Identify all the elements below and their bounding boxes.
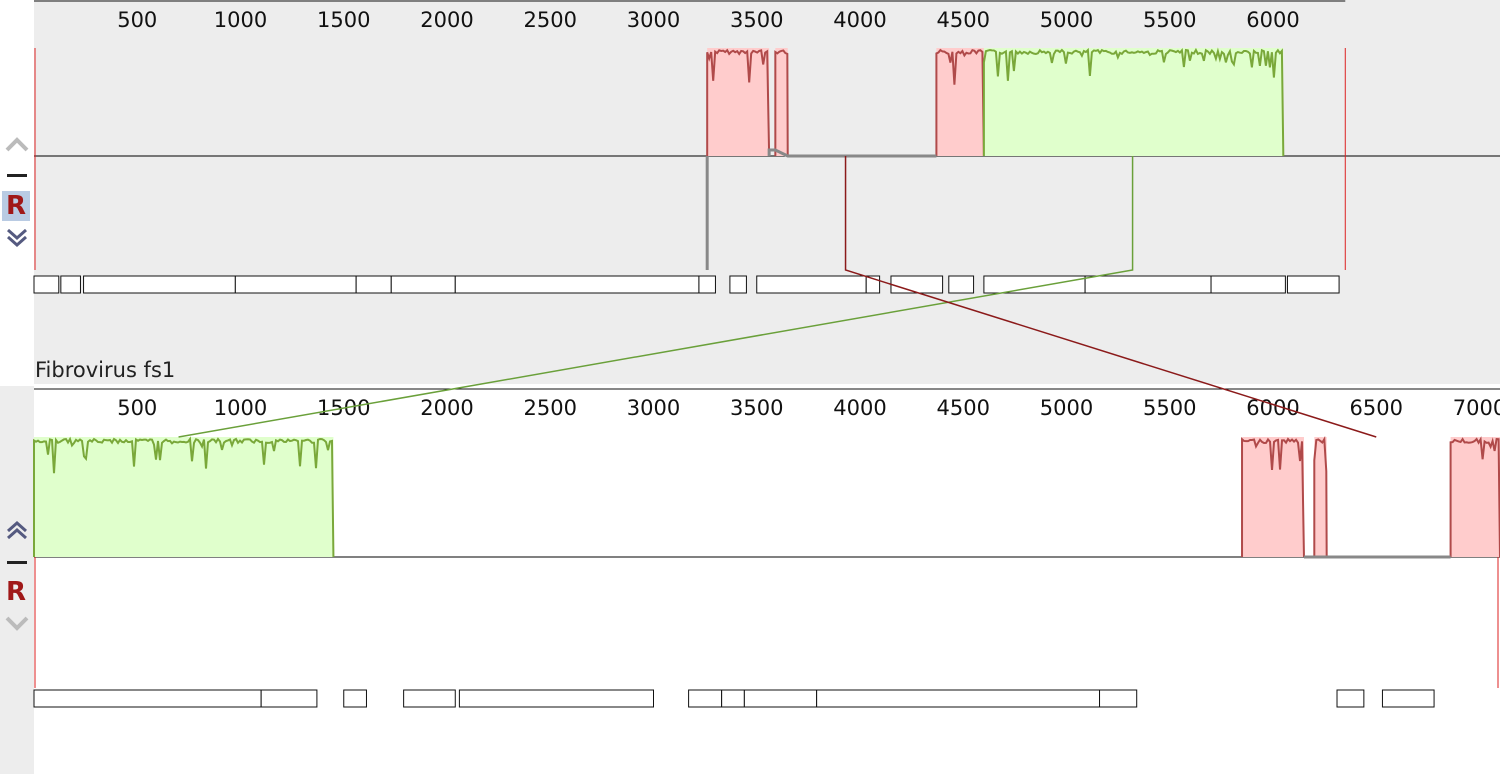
similarity-profile <box>1241 436 1305 558</box>
similarity-profile <box>982 47 1285 157</box>
ruler-tick-label: 4500 <box>937 396 990 420</box>
chevron-up-icon <box>5 137 29 152</box>
gene-feature[interactable] <box>890 275 944 294</box>
gene-feature[interactable] <box>721 689 745 708</box>
reverse-label: R <box>2 191 30 221</box>
gene-feature[interactable] <box>234 275 357 294</box>
gene-feature[interactable] <box>1381 689 1435 708</box>
double-chevron-down-icon <box>7 228 27 248</box>
ruler-tick-label: 5000 <box>1040 8 1093 32</box>
double-chevron-up-icon <box>7 520 27 540</box>
gene-feature[interactable] <box>948 275 975 294</box>
alignment-block[interactable] <box>775 48 788 156</box>
ruler-tick-label: 500 <box>117 396 157 420</box>
gene-feature[interactable] <box>390 275 456 294</box>
alignment-block[interactable] <box>34 437 334 557</box>
move-down-button[interactable] <box>2 226 32 248</box>
ruler-tick-label: 5500 <box>1143 396 1196 420</box>
gene-feature[interactable] <box>1286 275 1340 294</box>
alignment-block[interactable] <box>936 48 984 156</box>
gene-feature[interactable] <box>698 275 716 294</box>
gene-feature[interactable] <box>355 275 392 294</box>
gene-feature[interactable] <box>83 275 236 294</box>
ruler-tick-label: 5500 <box>1143 8 1196 32</box>
gene-feature[interactable] <box>33 689 262 708</box>
gene-feature[interactable] <box>1099 689 1138 708</box>
similarity-profile <box>706 48 771 157</box>
minus-icon <box>7 174 27 177</box>
similarity-profile <box>33 436 335 558</box>
ruler-tick-label: 7000 <box>1453 396 1500 420</box>
similarity-profile <box>1449 436 1500 558</box>
ruler-tick-label: 1500 <box>317 8 370 32</box>
gene-feature[interactable] <box>458 689 655 708</box>
move-down-button[interactable] <box>2 614 32 632</box>
ruler-tick-label: 3500 <box>730 396 783 420</box>
alignment-block[interactable] <box>707 48 770 156</box>
genome-name: Fibrovirus fs1 <box>35 358 176 382</box>
hide-genome-button[interactable] <box>2 174 32 177</box>
ruler-tick-label: 5000 <box>1040 396 1093 420</box>
gene-feature[interactable] <box>983 275 1086 294</box>
ruler-tick-label: 6000 <box>1246 396 1299 420</box>
gene-feature[interactable] <box>403 689 456 708</box>
homology-connector <box>844 156 1377 438</box>
gap-line <box>767 148 937 158</box>
ruler-tick-label: 6000 <box>1246 8 1299 32</box>
gene-feature[interactable] <box>729 275 747 294</box>
gene-feature[interactable] <box>756 275 867 294</box>
minus-icon <box>7 561 27 564</box>
move-up-button[interactable] <box>2 135 32 153</box>
similarity-profile <box>774 49 789 157</box>
move-up-button[interactable] <box>2 520 32 542</box>
ruler-tick-label: 2500 <box>524 396 577 420</box>
ruler-tick-label: 4500 <box>937 8 990 32</box>
gene-feature[interactable] <box>343 689 367 708</box>
ruler-tick-label: 6500 <box>1350 396 1403 420</box>
gene-feature[interactable] <box>1084 275 1212 294</box>
ruler-tick-label: 2000 <box>420 396 473 420</box>
homology-connector <box>178 156 1134 438</box>
similarity-profile <box>935 48 985 157</box>
gene-feature[interactable] <box>260 689 318 708</box>
gene-feature[interactable] <box>688 689 723 708</box>
gene-feature[interactable] <box>816 689 1101 708</box>
alignment-block[interactable] <box>1314 437 1327 557</box>
hide-genome-button[interactable] <box>2 561 32 564</box>
ruler-tick-label: 3000 <box>627 8 680 32</box>
control-gutter <box>0 385 34 774</box>
ruler-tick-label: 2000 <box>420 8 473 32</box>
alignment-block[interactable] <box>1450 437 1500 557</box>
gene-feature[interactable] <box>60 275 81 294</box>
gene-feature[interactable] <box>1210 275 1286 294</box>
gene-feature[interactable] <box>743 689 818 708</box>
ruler-tick-label: 4000 <box>833 396 886 420</box>
ruler-tick-label: 2500 <box>524 8 577 32</box>
ruler-tick-label: 4000 <box>833 8 886 32</box>
reverse-button[interactable]: R <box>2 191 32 221</box>
similarity-profile <box>1313 436 1328 558</box>
gene-feature[interactable] <box>33 275 60 294</box>
chevron-down-icon <box>5 616 29 631</box>
ruler-tick-label: 3000 <box>627 396 680 420</box>
reverse-label: R <box>5 577 27 607</box>
ruler-tick-label: 500 <box>117 8 157 32</box>
gene-feature[interactable] <box>454 275 700 294</box>
ruler-tick-label: 1000 <box>214 396 267 420</box>
panel-divider <box>0 384 1500 386</box>
reverse-button[interactable]: R <box>2 577 32 607</box>
alignment-block[interactable] <box>983 48 1284 156</box>
ruler-tick-label: 1000 <box>214 8 267 32</box>
ruler-tick-label: 3500 <box>730 8 783 32</box>
gene-feature[interactable] <box>1336 689 1365 708</box>
